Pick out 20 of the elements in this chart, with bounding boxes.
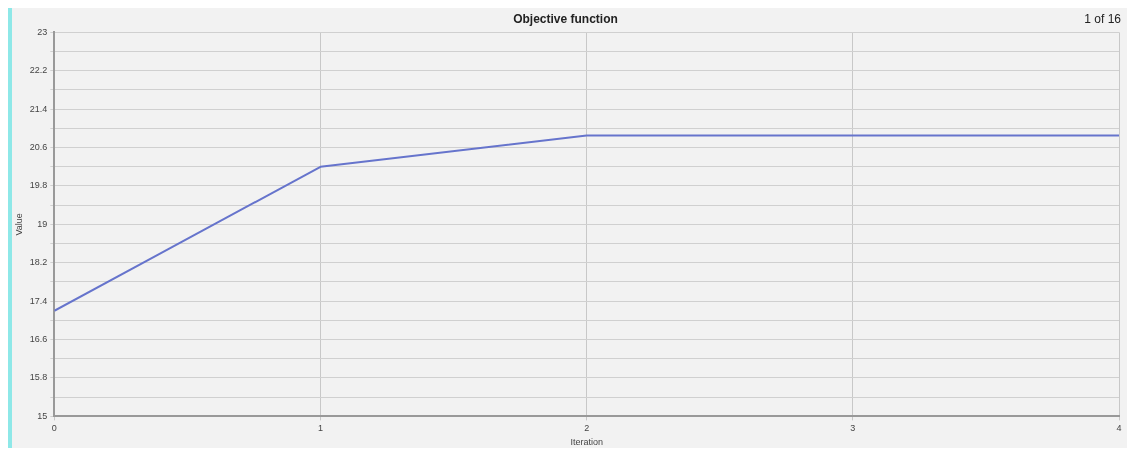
- x-tick-label: 3: [850, 423, 856, 434]
- x-tick-label: 1: [317, 423, 323, 434]
- y-axis-title: Value: [13, 213, 24, 236]
- text: 1 of 16: [1084, 12, 1122, 27]
- y-tick-label: 23: [37, 26, 48, 37]
- x-tick-label: 0: [51, 423, 57, 434]
- y-tick-label: 19: [37, 218, 48, 229]
- chart-title: Objective function: [513, 11, 618, 26]
- x-tick-label: 4: [1116, 423, 1122, 434]
- y-tick-label: 21.4: [29, 103, 48, 114]
- y-tick-label: 15: [37, 410, 48, 421]
- y-tick-label: 18.2: [29, 257, 48, 268]
- y-tick-label: 20.6: [29, 142, 48, 153]
- y-tick-label: 16.6: [29, 334, 48, 345]
- y-tick-label: 15.8: [29, 372, 48, 383]
- x-tick-label: 2: [584, 423, 590, 434]
- y-tick-label: 17.4: [29, 295, 48, 306]
- y-tick-label: 22.2: [29, 65, 48, 76]
- y-tick-label: 19.8: [29, 180, 48, 191]
- x-axis-title: Iteration: [570, 437, 603, 448]
